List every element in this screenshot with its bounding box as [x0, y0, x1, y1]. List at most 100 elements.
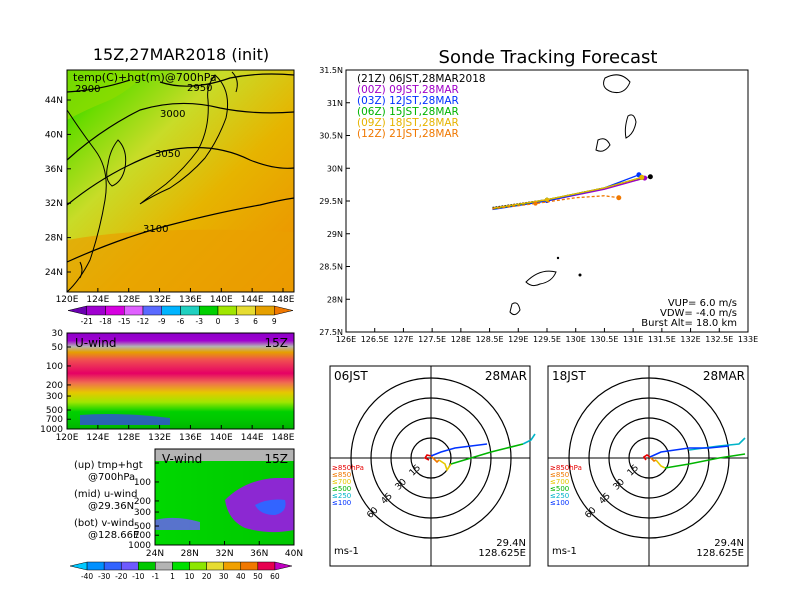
track-mid-point [533, 201, 538, 206]
temp-colorbar-label: 0 [216, 317, 221, 326]
temp-colorbar-swatch [255, 305, 275, 316]
track-param: VUP= 6.0 m/s [668, 298, 737, 309]
polar_left-unit: ms-1 [334, 546, 359, 557]
coastline-taiwan [79, 261, 83, 279]
temp-map-frame [66, 69, 295, 293]
islet-1 [578, 273, 582, 277]
track-mid-point [545, 197, 549, 202]
temp-colorbar-swatch [142, 305, 162, 316]
polar_left-time: 06JST [334, 369, 368, 383]
u-lon-label: 120E [56, 433, 79, 443]
coastline-japan [139, 74, 229, 205]
v-lat-label: 32N [215, 549, 233, 559]
warm-region [67, 229, 294, 292]
island-amami [525, 270, 557, 287]
temp-colorbar-swatch [217, 305, 237, 316]
u-lon-label: 136E [179, 433, 202, 443]
wind-colorbar-label: -40 [81, 572, 93, 581]
track-lon-label: 132.5E [705, 335, 733, 344]
track-legend-entry: (21Z) 06JST,28MAR2018 [357, 73, 486, 85]
u-p-label: 500 [46, 406, 63, 416]
track-param: VDW= -4.0 m/s [660, 308, 737, 319]
v-p-label: 500 [134, 522, 151, 532]
polar_right-hodograph [642, 454, 651, 461]
temp-colorbar-label: -9 [158, 317, 166, 326]
track-lon-label: 131.5E [648, 335, 676, 344]
track-series-line [492, 176, 642, 209]
polar_left-date: 28MAR [485, 369, 527, 383]
v-p-label: 300 [134, 508, 151, 518]
contour-label-2950: 2950 [187, 83, 212, 94]
wind-colorbar-label: -30 [98, 572, 110, 581]
v-lat-label: 24N [146, 549, 164, 559]
track-legend-entry: (06Z) 15JST,28MAR [357, 106, 459, 118]
map-lon-label: 144E [241, 295, 264, 305]
map-lat-label: 28N [45, 234, 63, 244]
u-lon-label: 132E [148, 433, 171, 443]
contour-2950 [159, 73, 295, 87]
wind-colorbar-label: 1 [170, 572, 175, 581]
wind-colorbar-label: -10 [132, 572, 144, 581]
wind-colorbar-label: 50 [253, 572, 263, 581]
temp-colorbar-label: -15 [118, 317, 130, 326]
track-param: Burst Alt= 18.0 km [641, 318, 737, 329]
island-tanegashima [624, 114, 637, 139]
track-lon-label: 128E [451, 335, 471, 344]
island-yakushima [603, 74, 631, 93]
temp-colorbar-swatch [124, 305, 144, 316]
track-legend-entry: (03Z) 12JST,28MAR [357, 95, 459, 107]
temp-colorbar-label: -18 [99, 317, 111, 326]
temp-colorbar-swatch [180, 305, 200, 316]
right-title: Sonde Tracking Forecast [439, 47, 658, 68]
wind-colorbar-swatch [223, 561, 242, 571]
v-wind-time: 15Z [265, 452, 289, 466]
track-legend-entry: (00Z) 09JST,28MAR [357, 84, 459, 96]
polar_right-pressure-legend: ≥850hPa [550, 464, 582, 472]
map-lon-label: 136E [179, 295, 202, 305]
temp-colorbar-label: -3 [196, 317, 204, 326]
wind-colorbar-swatch [189, 561, 207, 571]
track-legend-entry: (12Z) 21JST,28MAR [357, 128, 459, 140]
u-p-label: 300 [46, 392, 63, 402]
v-lat-label: 36N [250, 549, 268, 559]
u-wind-fill [67, 333, 294, 429]
polar_right-loc-lat: 29.4N [714, 538, 744, 549]
track-series-line [492, 195, 619, 210]
contour-label-3000: 3000 [160, 109, 185, 120]
track-end-point [647, 174, 653, 180]
track-lon-label: 127.5E [418, 335, 446, 344]
polar_right-pressure-legend: ≤250 [550, 492, 569, 500]
u-lon-label: 144E [241, 433, 264, 443]
track-lon-label: 132E [680, 335, 700, 344]
contour-3050 [66, 146, 295, 206]
v-wind-top-gray [155, 449, 294, 461]
wind-colorbar-swatch [103, 561, 122, 571]
polar_right-pressure-legend: ≤850 [550, 471, 569, 479]
map-lon-label: 132E [148, 295, 171, 305]
map-lon-label: 128E [117, 295, 140, 305]
track-lon-label: 133E [738, 335, 758, 344]
track-lon-label: 128.5E [476, 335, 504, 344]
track-lon-label: 129E [508, 335, 528, 344]
temp-colorbar-label: 9 [272, 317, 277, 326]
contour-3100 [66, 197, 295, 263]
polar_left-pressure-legend: ≤250 [332, 492, 351, 500]
polar_right-hodograph [649, 456, 657, 462]
polar_right-loc-lon: 128.625E [696, 548, 744, 559]
temp-colorbar-label: 6 [253, 317, 258, 326]
u-p-label: 200 [46, 381, 63, 391]
wind-colorbar-label: 60 [270, 572, 280, 581]
coastline-asia [66, 109, 107, 293]
polar_left-hodograph [450, 443, 524, 465]
map-lat-label: 44N [45, 96, 63, 106]
u-lon-label: 128E [117, 433, 140, 443]
polar_left-pressure-legend: ≤100 [332, 499, 351, 507]
map-lon-label: 148E [272, 295, 295, 305]
polar_left-pressure-legend: ≤850 [332, 471, 351, 479]
polar_left-hodograph [522, 433, 536, 445]
map-lon-label: 140E [210, 295, 233, 305]
track-end-point [639, 174, 645, 180]
track-lat-label: 28N [327, 295, 343, 304]
map-lat-label: 40N [45, 130, 63, 140]
track-lon-label: 130.5E [590, 335, 618, 344]
